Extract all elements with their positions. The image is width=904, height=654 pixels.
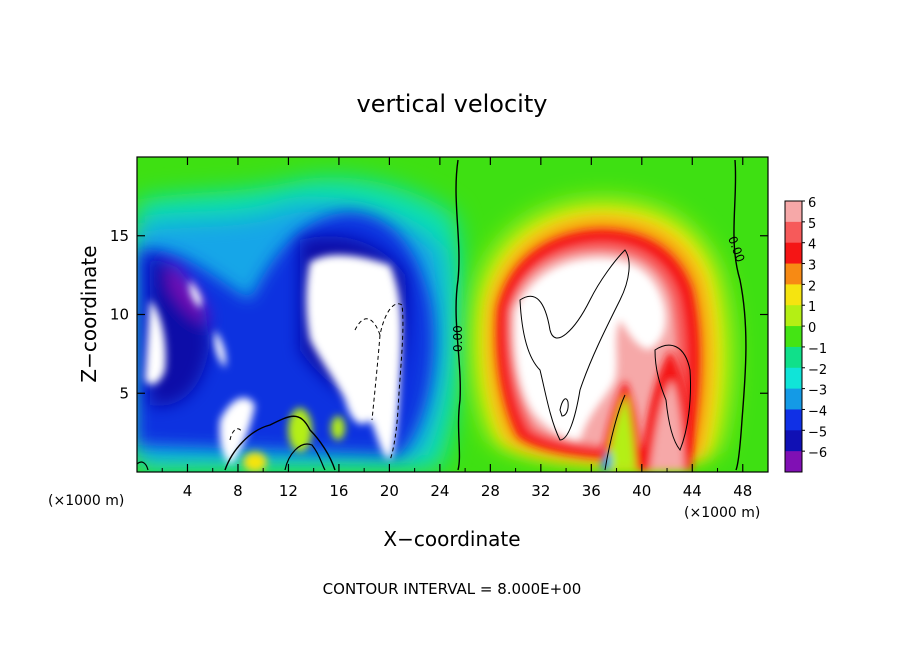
x-tick-label: 20 <box>380 482 399 500</box>
colorbar-swatch <box>785 451 802 473</box>
chart-title: vertical velocity <box>357 90 548 118</box>
colorbar-swatch <box>785 367 802 390</box>
colorbar-label: 4 <box>808 238 816 253</box>
colorbar-label: 6 <box>808 196 816 211</box>
colorbar-label: −6 <box>808 446 827 461</box>
colorbar-label: −3 <box>808 384 827 399</box>
colorbar-swatch <box>785 409 802 431</box>
x-tick-label: 8 <box>233 482 243 500</box>
colorbar-swatch <box>785 430 802 452</box>
y-tick-label: 5 <box>119 384 129 402</box>
x-axis: 4 8 12 16 20 24 28 32 36 40 44 48 <box>161 157 752 500</box>
colorbar-swatch <box>785 201 802 223</box>
colorbar-label: −5 <box>808 425 827 440</box>
colorbar-label: 0 <box>808 321 816 336</box>
y-axis: 5 10 15 <box>110 227 768 402</box>
colorbar-swatch <box>785 346 802 369</box>
contour-label-left: 0.00 <box>451 325 465 352</box>
colorbar-swatch <box>785 305 802 327</box>
colorbar-label: 3 <box>808 259 816 274</box>
colorbar-label: 1 <box>808 300 816 315</box>
x-tick-label: 40 <box>632 482 651 500</box>
x-tick-label: 4 <box>183 482 193 500</box>
x-unit-right: (×1000 m) <box>684 505 760 521</box>
colorbar-swatch <box>785 388 802 410</box>
x-tick-label: 12 <box>279 482 298 500</box>
colorbar-label: −2 <box>808 363 827 378</box>
colorbar-label: −4 <box>808 404 827 419</box>
x-tick-label: 24 <box>430 482 449 500</box>
x-tick-label: 48 <box>733 482 752 500</box>
colorbar-label: 2 <box>808 279 816 294</box>
colorbar-label: −1 <box>808 342 827 357</box>
colorbar-swatch <box>785 326 802 348</box>
colorbar-swatch <box>785 284 802 306</box>
x-axis-title: X−coordinate <box>383 527 520 551</box>
colorbar-frame <box>784 200 803 473</box>
x-tick-label: 28 <box>481 482 500 500</box>
colorbar: 6 5 4 3 2 1 0 −1 −2 −3 −4 −5 −6 <box>784 196 827 473</box>
x-tick-label: 44 <box>683 482 702 500</box>
contour-interval-note: CONTOUR INTERVAL = 8.000E+00 <box>323 580 582 598</box>
y-axis-title: Z−coordinate <box>77 245 101 382</box>
colorbar-label: 5 <box>808 217 816 232</box>
x-tick-label: 16 <box>329 482 348 500</box>
colorbar-swatch <box>785 263 802 285</box>
x-unit-left: (×1000 m) <box>48 493 124 509</box>
y-tick-label: 10 <box>110 306 129 324</box>
x-tick-label: 32 <box>531 482 550 500</box>
y-tick-label: 15 <box>110 227 129 245</box>
colorbar-swatch <box>785 242 802 265</box>
contour-lines <box>137 159 747 471</box>
colorbar-swatch <box>785 221 802 244</box>
x-tick-label: 36 <box>582 482 601 500</box>
heatmap-field <box>137 157 768 472</box>
